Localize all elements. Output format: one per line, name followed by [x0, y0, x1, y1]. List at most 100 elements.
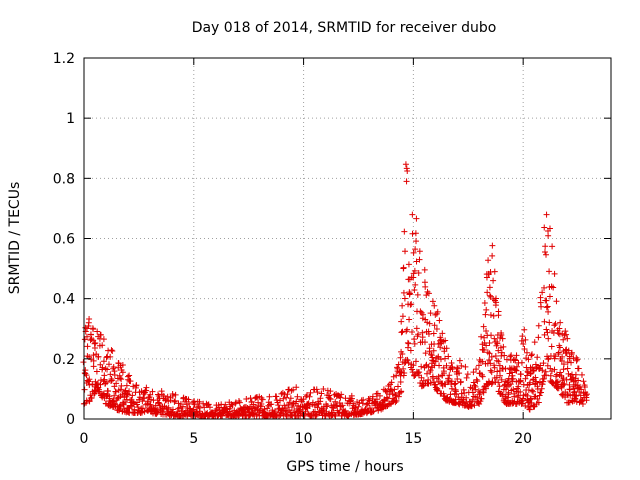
data-point [578, 386, 585, 393]
data-point [473, 366, 480, 373]
data-point [313, 412, 320, 419]
data-point [226, 408, 233, 415]
data-point [425, 290, 432, 297]
data-point [332, 398, 339, 405]
data-point [483, 342, 490, 349]
data-point [486, 339, 493, 346]
data-point [519, 333, 526, 340]
data-point [488, 369, 495, 376]
data-point [483, 327, 490, 334]
data-point [529, 351, 536, 358]
data-point [90, 352, 97, 359]
data-point [436, 362, 443, 369]
data-point [442, 337, 449, 344]
data-point [529, 387, 536, 394]
data-point [286, 407, 293, 414]
data-point [338, 391, 345, 398]
data-point [111, 372, 118, 379]
data-point [186, 400, 193, 407]
data-point [551, 270, 558, 277]
data-point [332, 412, 339, 419]
data-point [86, 398, 93, 405]
data-point [518, 337, 525, 344]
data-point [583, 391, 590, 398]
data-point [560, 366, 567, 373]
data-point [481, 334, 488, 341]
data-point [470, 369, 477, 376]
data-point [318, 390, 325, 397]
data-point [360, 396, 367, 403]
data-point [413, 215, 420, 222]
data-point [118, 376, 125, 383]
data-point [498, 330, 505, 337]
data-point [109, 348, 116, 355]
data-point [575, 377, 582, 384]
data-point [127, 402, 134, 409]
data-point [206, 404, 213, 411]
data-point [495, 379, 502, 386]
data-point [498, 376, 505, 383]
x-tick-label: 5 [189, 431, 198, 447]
data-point [572, 395, 579, 402]
data-point [546, 319, 553, 326]
data-point [435, 373, 442, 380]
data-point [172, 391, 179, 398]
data-point [543, 326, 550, 333]
data-point [143, 384, 150, 391]
data-point [113, 380, 120, 387]
data-point [408, 301, 415, 308]
data-point [568, 349, 575, 356]
data-point [551, 366, 558, 373]
data-point [445, 353, 452, 360]
data-point [424, 319, 431, 326]
data-point [268, 401, 275, 408]
data-point [500, 343, 507, 350]
data-point [410, 249, 417, 256]
data-point [440, 370, 447, 377]
data-point [100, 358, 107, 365]
data-point [290, 386, 297, 393]
data-point [448, 385, 455, 392]
data-point [110, 363, 117, 370]
data-point [560, 336, 567, 343]
data-point [94, 328, 101, 335]
data-point [149, 388, 156, 395]
data-point [540, 360, 547, 367]
data-point [215, 404, 222, 411]
data-point [303, 404, 310, 411]
data-point [529, 368, 536, 375]
data-point [136, 394, 143, 401]
data-point [486, 356, 493, 363]
data-point [288, 404, 295, 411]
data-point [400, 264, 407, 271]
data-point [322, 412, 329, 419]
data-point [545, 232, 552, 239]
data-point [502, 386, 509, 393]
data-point [541, 284, 548, 291]
data-point [314, 389, 321, 396]
data-point [496, 367, 503, 374]
data-point [557, 319, 564, 326]
data-point [421, 266, 428, 273]
data-point [469, 397, 476, 404]
data-point [294, 393, 301, 400]
data-point [501, 352, 508, 359]
data-point [435, 353, 442, 360]
data-point [425, 376, 432, 383]
data-point [103, 379, 110, 386]
data-point [527, 396, 534, 403]
data-point [552, 320, 559, 327]
data-point [400, 372, 407, 379]
data-point [471, 402, 478, 409]
data-point [447, 391, 454, 398]
data-point [416, 256, 423, 263]
chart-title: Day 018 of 2014, SRMTID for receiver dub… [192, 20, 497, 36]
data-point [402, 248, 409, 255]
data-point [497, 335, 504, 342]
data-point [539, 289, 546, 296]
data-point [489, 252, 496, 259]
data-point [543, 372, 550, 379]
data-points [80, 161, 590, 419]
y-tick-label: 1 [66, 111, 75, 127]
